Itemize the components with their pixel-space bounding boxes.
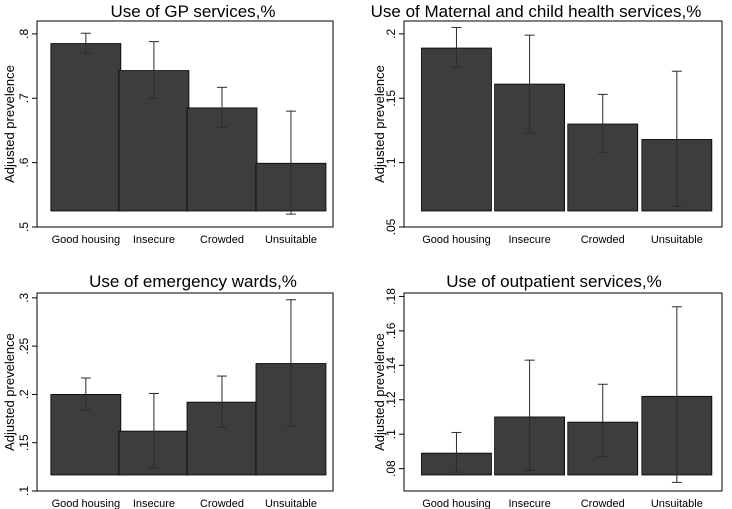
- y-tick-label: .1: [384, 157, 398, 167]
- y-tick-label: .15: [17, 434, 31, 451]
- y-tick-label: .12: [384, 391, 398, 408]
- y-tick-label: .8: [17, 29, 31, 39]
- y-axis-label: Adjusted prevelence: [2, 65, 17, 183]
- category-label: Good housing: [52, 234, 121, 246]
- y-tick-label: .16: [384, 322, 398, 339]
- plot-frame: [403, 20, 723, 228]
- category-label: Unsuitable: [651, 234, 703, 246]
- category-label: Unsuitable: [651, 498, 703, 509]
- y-tick-label: .14: [384, 357, 398, 374]
- chart-panel-2: Use of Maternal and child health service…: [371, 2, 723, 246]
- category-label: Good housing: [422, 234, 491, 246]
- bar: [50, 43, 122, 212]
- y-tick-label: .7: [17, 93, 31, 103]
- chart-panel-3: Use of emergency wards,% Adjusted prevele…: [2, 272, 334, 509]
- y-tick-label: .15: [384, 90, 398, 107]
- category-label: Crowded: [200, 234, 244, 246]
- y-tick-label: .08: [384, 460, 398, 477]
- y-tick-label: .3: [17, 293, 31, 303]
- chart-title: Use of emergency wards,%: [89, 272, 297, 291]
- y-tick-label: .2: [384, 29, 398, 39]
- category-label: Crowded: [581, 234, 625, 246]
- y-axis-label: Adjusted prevelence: [2, 333, 17, 451]
- category-label: Insecure: [133, 498, 175, 509]
- chart-title: Use of Maternal and child health service…: [371, 2, 702, 21]
- chart-title: Use of outpatient services,%: [446, 272, 661, 291]
- y-axis-label: Adjusted prevelence: [372, 65, 387, 183]
- y-tick-label: .1: [17, 486, 31, 496]
- plot-frame: [403, 292, 723, 492]
- chart-title: Use of GP services,%: [110, 2, 275, 21]
- category-label: Crowded: [200, 498, 244, 509]
- y-tick-label: .6: [17, 157, 31, 167]
- plot-frame: [36, 292, 334, 492]
- plot-frame: [36, 20, 334, 228]
- category-label: Unsuitable: [265, 498, 317, 509]
- category-label: Good housing: [52, 498, 121, 509]
- category-label: Unsuitable: [265, 234, 317, 246]
- chart-panel-1: Use of GP services,% Adjusted prevelence.…: [2, 2, 334, 246]
- y-tick-label: .2: [17, 389, 31, 399]
- y-axis-label: Adjusted prevelence: [372, 333, 387, 451]
- y-tick-label: .1: [384, 429, 398, 439]
- category-label: Insecure: [509, 498, 551, 509]
- y-tick-label: .05: [384, 218, 398, 235]
- chart-panel-4: Use of outpatient services,% Adjusted pre…: [372, 272, 723, 509]
- category-label: Good housing: [422, 498, 491, 509]
- category-label: Insecure: [133, 234, 175, 246]
- y-tick-label: .5: [17, 222, 31, 232]
- y-tick-label: .18: [384, 288, 398, 305]
- category-label: Crowded: [581, 498, 625, 509]
- y-tick-label: .25: [17, 337, 31, 354]
- category-label: Insecure: [509, 234, 551, 246]
- bar: [421, 47, 492, 212]
